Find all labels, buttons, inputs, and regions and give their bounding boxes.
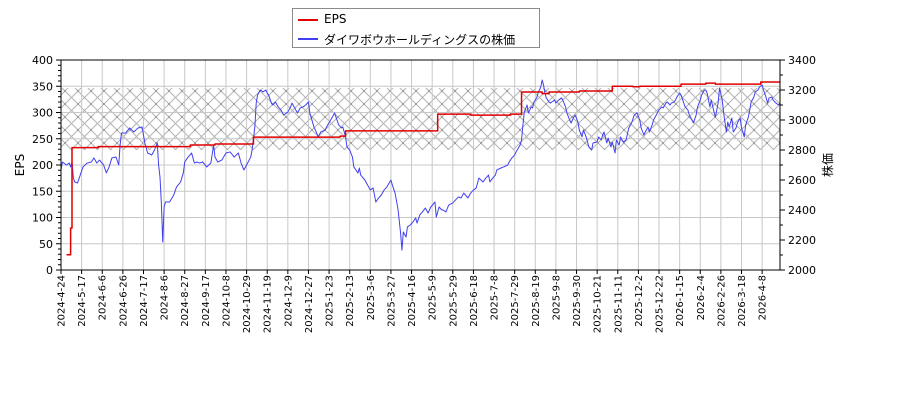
x-tick-label: 2024-8-27 [180,275,191,327]
legend-label-eps: EPS [324,12,347,26]
legend-swatch-eps [298,19,318,21]
x-tick-label: 2024-10-29 [242,275,253,333]
left-axis: 0 50 100 150 200 250 300 350 400 [32,54,61,277]
x-tick-label: 2025-1-23 [325,275,336,327]
x-tick-label: 2025-12-22 [655,275,666,333]
x-tick-label: 2025-5-9 [428,275,439,320]
x-tick-label: 2025-4-16 [407,275,418,327]
stock-price-line [61,79,780,251]
left-axis-title: EPS [13,154,27,176]
y2-tick-label: 2200 [788,234,816,247]
x-tick-label: 2025-2-13 [345,275,356,327]
x-tick-label: 2024-10-8 [221,275,232,327]
y2-tick-label: 2600 [788,174,816,187]
y-tick-label: 200 [32,159,53,172]
y-tick-label: 300 [32,107,53,120]
x-tick-label: 2024-11-19 [263,275,274,333]
x-tick-label: 2024-4-24 [57,275,68,327]
x-tick-label: 2024-6-26 [118,275,129,327]
x-tick-label: 2024-6-6 [98,275,109,320]
x-tick-label: 2025-6-18 [469,275,480,327]
legend: EPS ダイワボウホールディングスの株価 [292,8,540,48]
y2-tick-label: 2800 [788,144,816,157]
y2-tick-label: 3000 [788,114,816,127]
legend-label-stock-price: ダイワボウホールディングスの株価 [324,33,516,47]
y-tick-label: 100 [32,212,53,225]
right-axis-title: 株価 [820,153,835,177]
x-tick-label: 2024-7-17 [139,275,150,327]
x-tick-label: 2025-12-2 [634,275,645,327]
x-tick-label: 2024-8-6 [160,275,171,320]
x-tick-label: 2024-9-17 [201,275,212,327]
x-tick-label: 2026-2-4 [696,275,707,320]
x-tick-label: 2024-12-9 [283,275,294,327]
legend-swatch-stock-price [298,38,318,40]
x-tick-label: 2025-7-8 [490,275,501,320]
y2-tick-label: 3200 [788,84,816,97]
y2-tick-label: 2000 [788,264,816,277]
y2-tick-label: 2400 [788,204,816,217]
x-axis: 2024-4-24 2024-5-17 2024-6-6 2024-6-26 2024-… [57,270,769,333]
y-tick-label: 0 [46,264,53,277]
x-tick-label: 2024-5-17 [77,275,88,327]
x-tick-label: 2025-11-11 [613,275,624,333]
legend-item-stock-price: ダイワボウホールディングスの株価 [293,30,539,48]
x-tick-label: 2024-12-27 [304,275,315,333]
x-tick-label: 2025-10-21 [593,275,604,333]
x-tick-label: 2025-3-27 [386,275,397,327]
x-tick-label: 2026-4-8 [758,275,769,320]
y-tick-label: 50 [39,238,53,251]
x-tick-label: 2026-2-26 [716,275,727,327]
y-tick-label: 150 [32,185,53,198]
x-tick-label: 2025-5-29 [448,275,459,327]
y-tick-label: 400 [32,54,53,67]
shaded-range-band [61,88,780,150]
eps-line [66,81,780,256]
legend-item-eps: EPS [293,11,539,29]
x-tick-label: 2025-8-19 [531,275,542,327]
y-tick-label: 250 [32,133,53,146]
y2-tick-label: 3400 [788,54,816,67]
y-tick-label: 350 [32,80,53,93]
x-tick-label: 2025-7-29 [510,275,521,327]
right-axis: 2000 2200 2400 2600 2800 3000 3200 3400 [780,54,816,277]
x-tick-label: 2026-3-18 [737,275,748,327]
x-tick-label: 2025-9-8 [551,275,562,320]
x-tick-label: 2025-9-30 [572,275,583,327]
x-tick-label: 2025-3-6 [366,275,377,320]
series-group [61,79,780,256]
x-tick-label: 2026-1-15 [675,275,686,327]
